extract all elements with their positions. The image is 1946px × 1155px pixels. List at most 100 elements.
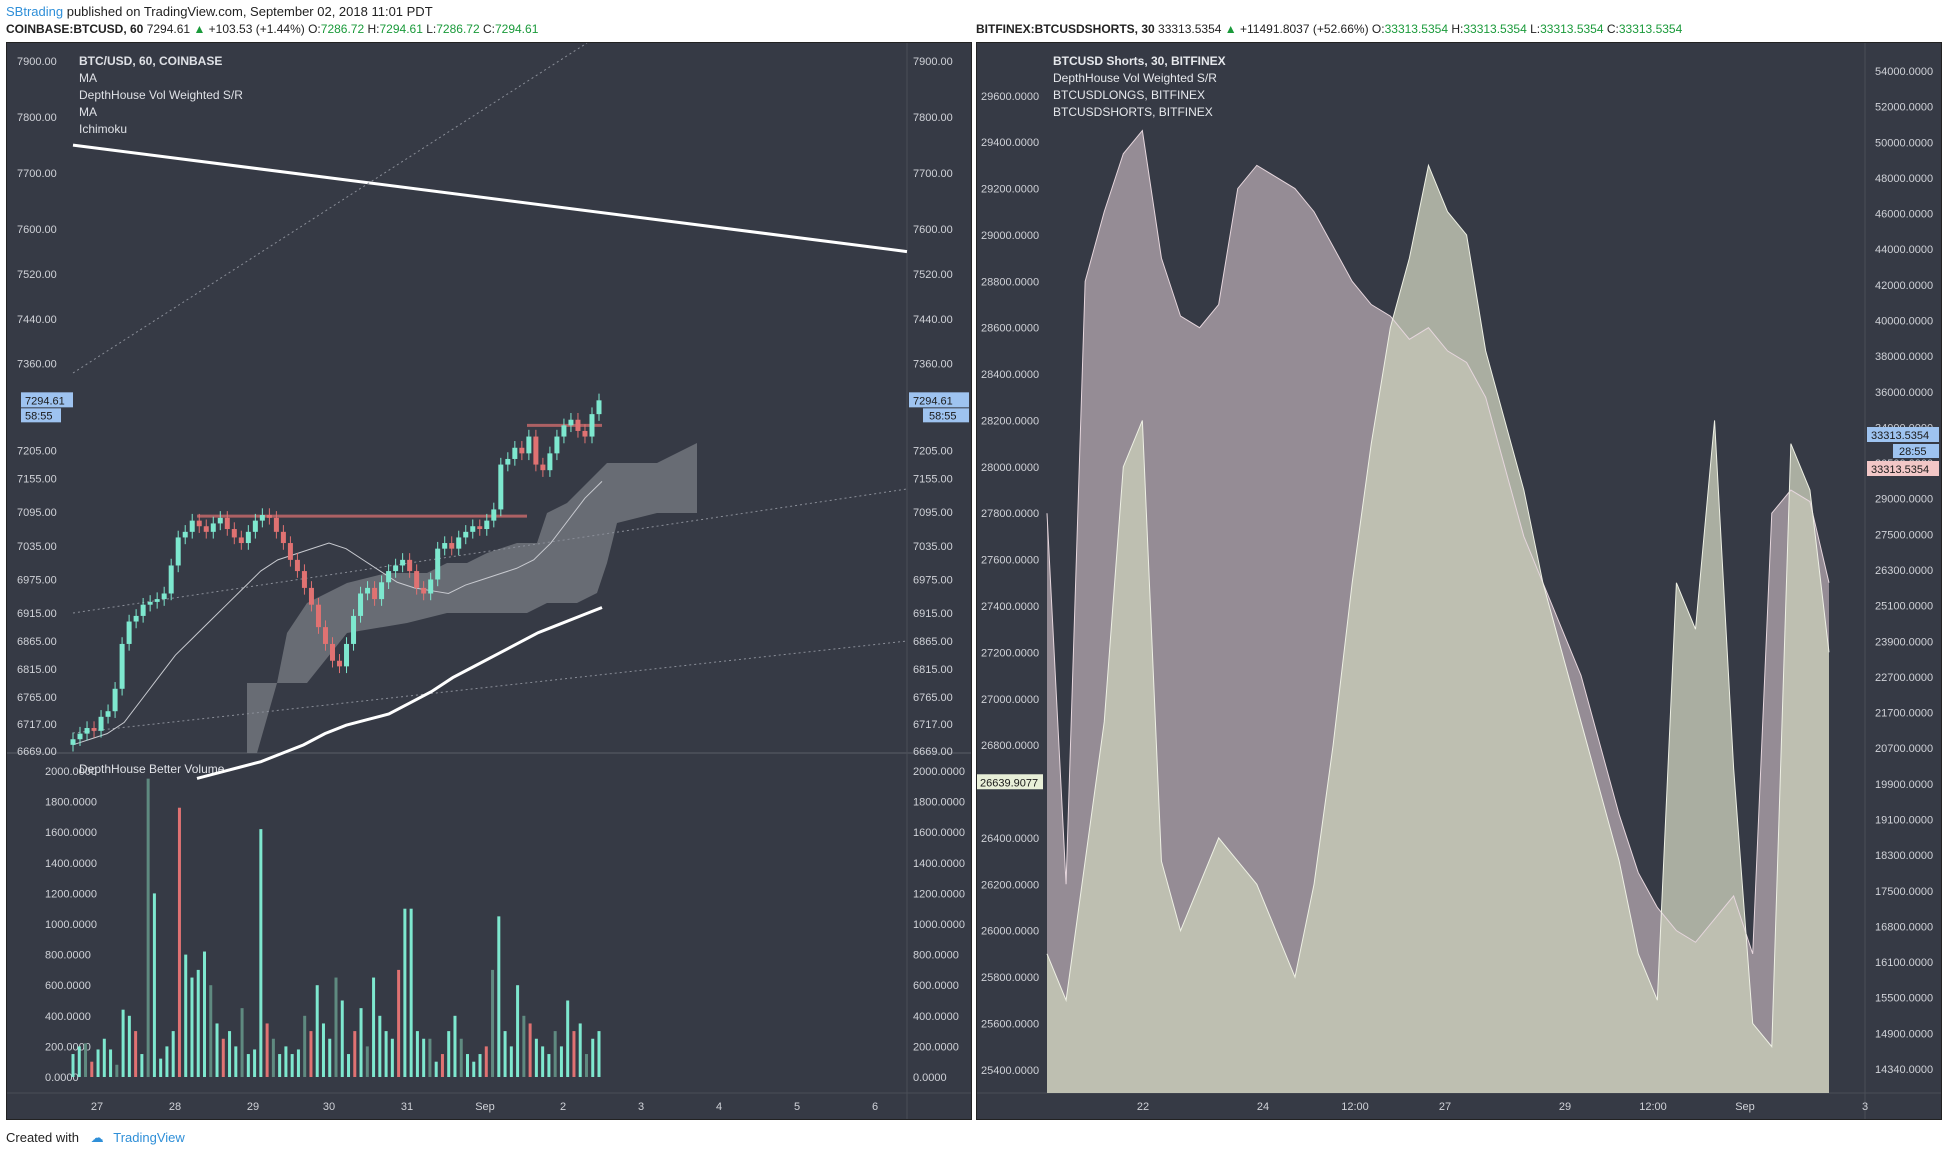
candle-body	[147, 601, 153, 605]
left-y-tick: 26200.0000	[981, 879, 1039, 891]
candle-body	[238, 537, 244, 544]
right-x-tick: 3	[1862, 1101, 1868, 1113]
right-change: +11491.8037 (+52.66%)	[1240, 22, 1369, 36]
tradingview-logo-icon[interactable]: ☁	[90, 1130, 104, 1145]
volume-y-tick-left: 200.0000	[45, 1041, 91, 1053]
right-chart-svg[interactable]: BTCUSD Shorts, 30, BITFINEX DepthHouse Vo…	[977, 43, 1941, 1119]
x-tick-label: 29	[247, 1101, 259, 1113]
candle-body	[203, 526, 209, 532]
right-y-tick: 15500.0000	[1875, 993, 1933, 1005]
shorts-price-tags: 26639.9077 33313.5354 28:55 33313.5354	[977, 427, 1939, 790]
shorts-line	[1046, 129, 1830, 955]
longs-tag-bg	[1867, 427, 1939, 442]
left-o: 7286.72	[320, 22, 365, 36]
volume-bar	[466, 1054, 469, 1077]
left-y-tick: 26800.0000	[981, 740, 1039, 752]
tradingview-brand-link[interactable]: TradingView	[113, 1130, 185, 1145]
dotted-channel-low	[72, 640, 908, 734]
volume-bar	[347, 1054, 351, 1077]
volume-bar	[578, 1023, 582, 1077]
dotted-channel-top	[72, 42, 588, 374]
volume-bar	[378, 1015, 382, 1077]
left-y-tick: 29200.0000	[981, 184, 1039, 196]
candle-body	[540, 464, 546, 471]
left-c-label: C:	[482, 22, 495, 36]
volume-y-tick: 2000.0000	[913, 766, 965, 778]
left-y-tick: 29000.0000	[981, 230, 1039, 242]
candle-body	[568, 419, 574, 426]
volume-y-tick-left: 600.0000	[45, 980, 91, 992]
right-y-tick: 50000.0000	[1875, 137, 1933, 149]
volume-bar	[196, 969, 200, 1077]
volume-bar	[440, 1054, 444, 1077]
right-chart-panel[interactable]: BTCUSD Shorts, 30, BITFINEX DepthHouse Vo…	[976, 42, 1942, 1120]
volume-bar	[127, 1015, 131, 1077]
y-tick-label: 7800.00	[913, 112, 953, 124]
candle-body	[470, 526, 476, 532]
volume-bar	[221, 1038, 225, 1077]
volume-bar	[303, 1015, 307, 1077]
left-quote-line: COINBASE:BTCUSD, 60 7294.61 ▲ +103.53 (+…	[6, 22, 538, 36]
left-h: 7294.61	[379, 22, 423, 36]
candle-body	[575, 419, 581, 431]
candle-body	[280, 531, 286, 544]
publisher-username[interactable]: SBtrading	[6, 4, 64, 19]
support-resistance-lines	[72, 42, 908, 734]
volume-bar	[528, 1023, 532, 1077]
volume-bar	[372, 977, 376, 1077]
volume-legend-item: DepthHouse Better Volume	[79, 762, 225, 776]
candle-body	[154, 599, 160, 602]
volume-bar	[478, 1054, 482, 1077]
legend-item: DepthHouse Vol Weighted S/R	[79, 88, 243, 102]
candle-body	[407, 559, 413, 572]
candle-body	[112, 688, 118, 712]
candle-body	[400, 559, 406, 566]
candle-body	[259, 515, 265, 521]
candle-body	[596, 400, 602, 415]
right-x-axis: 22 24 12:00 27 29 12:00 Sep 3	[1137, 1101, 1868, 1113]
volume-bar	[240, 1008, 244, 1077]
right-y-tick: 29000.0000	[1875, 494, 1933, 506]
right-o-label: O:	[1371, 22, 1385, 36]
shorts-longs-area	[1046, 129, 1830, 1094]
candle-body	[287, 543, 293, 560]
volume-bar	[102, 1038, 106, 1077]
right-y-tick: 25100.0000	[1875, 601, 1933, 613]
candle-body	[561, 425, 567, 437]
candle-body	[365, 587, 371, 594]
left-chart-svg[interactable]: BTC/USD, 60, COINBASE MA DepthHouse Vol We…	[7, 42, 971, 1119]
right-y-tick: 19100.0000	[1875, 815, 1933, 827]
candle-body	[140, 604, 146, 616]
right-y-tick: 18300.0000	[1875, 850, 1933, 862]
candlesticks	[70, 393, 602, 752]
volume-y-tick-left: 1000.0000	[45, 919, 97, 931]
left-l: 7286.72	[436, 22, 480, 36]
right-y-tick: 52000.0000	[1875, 102, 1933, 114]
candle-body	[358, 593, 364, 616]
volume-bar	[522, 1015, 526, 1077]
countdown-tag-bg	[1893, 444, 1939, 458]
volume-bar	[384, 1031, 388, 1077]
volume-bar	[265, 1023, 269, 1077]
volume-bar	[340, 1000, 344, 1077]
volume-bar	[428, 1038, 432, 1077]
y-tick-label: 7095.00	[913, 507, 953, 519]
right-symbol[interactable]: BITFINEX:BTCUSDSHORTS, 30	[976, 22, 1155, 36]
longs-tag: 33313.5354	[1871, 430, 1929, 442]
y-tick-label: 6915.00	[913, 608, 953, 620]
left-y-tick: 25400.0000	[981, 1065, 1039, 1077]
y-tick-label: 6717.00	[913, 719, 953, 731]
volume-bar	[152, 893, 156, 1077]
y-tick-label-left: 6717.00	[17, 719, 57, 731]
left-y-tick: 27400.0000	[981, 601, 1039, 613]
volume-bar	[203, 951, 206, 1077]
right-y-tick: 42000.0000	[1875, 280, 1933, 292]
left-chart-panel[interactable]: BTC/USD, 60, COINBASE MA DepthHouse Vol We…	[6, 42, 972, 1120]
right-y-tick: 38000.0000	[1875, 351, 1933, 363]
y-tick-label-left: 6669.00	[17, 746, 57, 758]
volume-bar	[315, 985, 319, 1077]
left-symbol[interactable]: COINBASE:BTCUSD, 60	[6, 22, 144, 36]
volume-y-tick-left: 800.0000	[45, 950, 91, 962]
longs-line	[1046, 163, 1830, 1048]
y-tick-label: 7600.00	[913, 224, 953, 236]
